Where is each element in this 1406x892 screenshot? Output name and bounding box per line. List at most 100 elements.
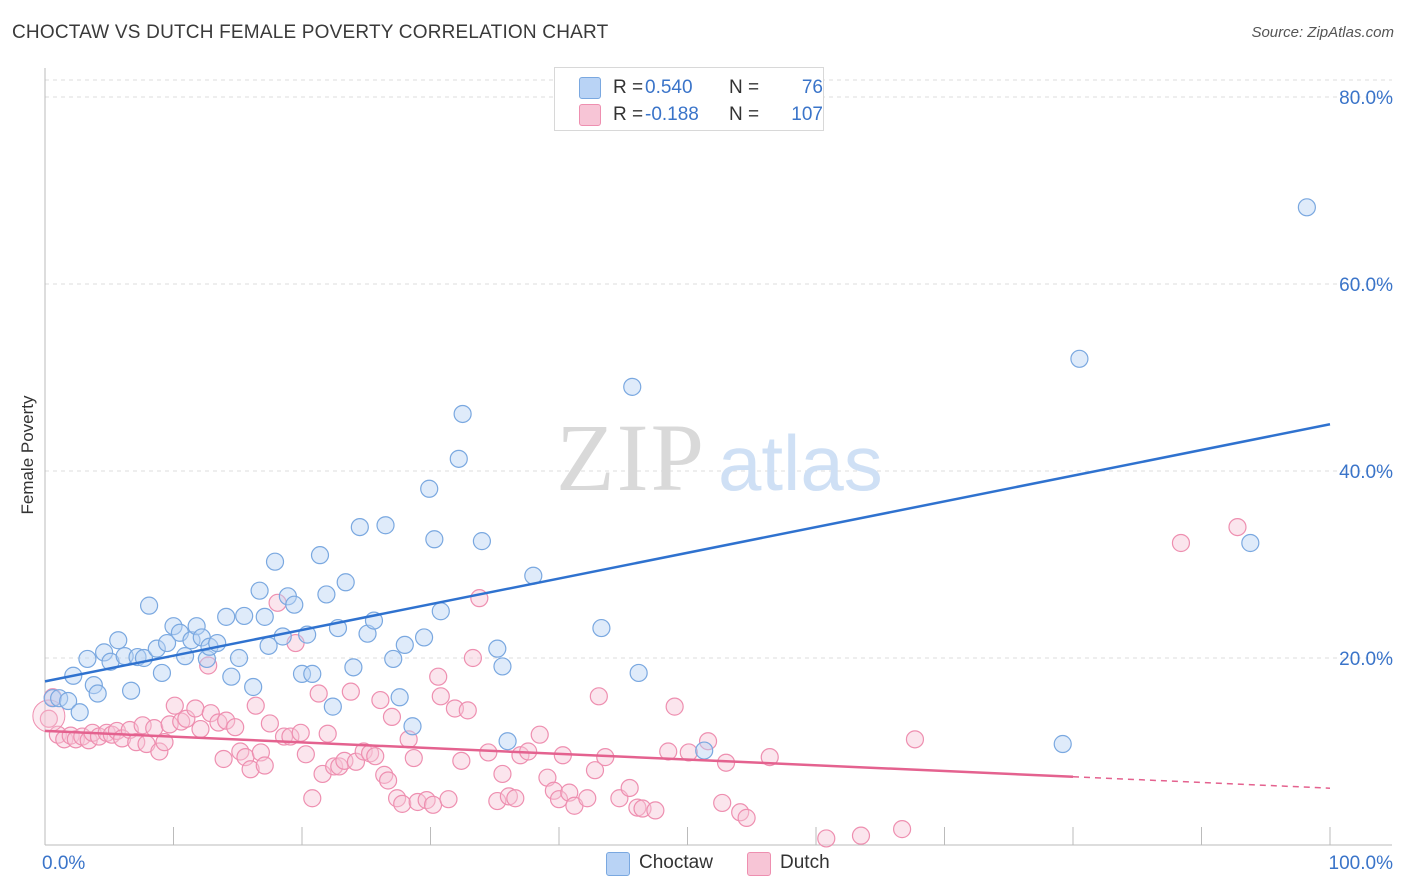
choctaw-point xyxy=(592,618,611,638)
choctaw-point xyxy=(139,596,159,615)
choctaw-point xyxy=(182,631,201,650)
y-tick-label: 40.0% xyxy=(1339,462,1393,483)
legend-n-label: N = xyxy=(729,77,760,98)
dutch-point xyxy=(246,696,265,715)
choctaw-point xyxy=(1241,533,1260,553)
dutch-point xyxy=(628,798,647,817)
bottom-legend-swatch-dutch xyxy=(747,852,771,876)
choctaw-point xyxy=(303,664,322,683)
choctaw-point xyxy=(84,676,103,695)
dutch-point xyxy=(439,790,458,809)
dutch-point xyxy=(620,778,639,798)
dutch-point xyxy=(378,771,398,790)
dutch-point xyxy=(506,789,525,808)
choctaw-point xyxy=(187,617,206,636)
dutch-point xyxy=(659,742,678,761)
dutch-point xyxy=(346,752,366,771)
choctaw-point xyxy=(152,663,172,683)
dutch-point xyxy=(452,751,471,770)
dutch-point xyxy=(231,742,250,761)
choctaw-point xyxy=(244,677,263,697)
choctaw-point xyxy=(431,602,450,621)
dutch-point xyxy=(817,829,836,848)
dutch-point xyxy=(1171,533,1191,553)
choctaw-point xyxy=(164,617,183,636)
choctaw-point xyxy=(1297,198,1316,217)
choctaw-point xyxy=(147,639,166,658)
dutch-point xyxy=(892,820,912,839)
y-tick-label: 80.0% xyxy=(1339,88,1393,109)
dutch-point xyxy=(199,656,218,675)
bottom-legend-label-dutch: Dutch xyxy=(780,852,830,873)
dutch-point xyxy=(145,719,164,738)
choctaw-point xyxy=(336,573,355,592)
choctaw-point xyxy=(344,658,363,677)
choctaw-point xyxy=(317,585,336,604)
dutch-point xyxy=(291,723,310,742)
dutch-point xyxy=(578,789,597,808)
choctaw-trend-line xyxy=(44,423,1331,683)
watermark-atlas: atlas xyxy=(718,419,883,507)
choctaw-point xyxy=(488,639,507,658)
bottom-legend-swatch-choctaw xyxy=(606,852,630,876)
dutch-point xyxy=(479,743,498,762)
dutch-point xyxy=(172,712,191,731)
dutch-point xyxy=(341,682,360,701)
dutch-point xyxy=(665,697,684,716)
choctaw-point xyxy=(285,595,304,614)
choctaw-point xyxy=(449,449,468,468)
choctaw-point xyxy=(121,681,141,700)
dutch-point xyxy=(255,756,274,775)
legend-r-label: R = xyxy=(613,104,644,125)
legend-n-label: N = xyxy=(729,104,760,125)
dutch-point xyxy=(241,760,260,779)
dutch-point xyxy=(493,764,512,784)
choctaw-point xyxy=(157,633,177,653)
tick-labels: 20.0% 40.0% 60.0% 80.0% 0.0% 100.0% xyxy=(42,88,1393,874)
dutch-point xyxy=(589,687,608,706)
dutch-point xyxy=(404,748,423,768)
gridlines xyxy=(45,79,1392,659)
dutch-point xyxy=(296,745,315,764)
dutch-point xyxy=(549,790,569,809)
choctaw-point xyxy=(323,697,342,716)
choctaw-point xyxy=(350,517,369,537)
dutch-point xyxy=(186,699,205,718)
choctaw-point xyxy=(425,530,444,549)
dutch-trend-line xyxy=(44,729,1074,778)
watermark-zip: ZIP xyxy=(556,404,706,511)
x-tick-label-min: 0.0% xyxy=(42,853,85,874)
choctaw-point xyxy=(403,717,422,736)
legend: R = 0.540 N = 76 R = -0.188 N = 107 xyxy=(554,67,824,131)
dutch-point xyxy=(325,757,344,776)
choctaw-point xyxy=(59,691,78,711)
dutch-point xyxy=(393,794,412,813)
dutch-point xyxy=(530,725,549,744)
dutch-point xyxy=(303,789,322,808)
dutch-point xyxy=(760,748,779,767)
choctaw-point xyxy=(629,663,648,683)
legend-n-value: 107 xyxy=(791,104,823,125)
choctaw-point xyxy=(472,532,491,551)
dutch-point xyxy=(423,795,443,814)
choctaw-point xyxy=(273,627,292,646)
legend-r-value: -0.188 xyxy=(645,104,699,125)
dutch-point xyxy=(330,757,349,776)
dutch-trend-extension xyxy=(1072,775,1331,789)
legend-r-value: 0.540 xyxy=(645,77,693,98)
choctaw-point xyxy=(453,404,472,424)
choctaw-point xyxy=(235,606,254,626)
choctaw-point xyxy=(1053,734,1072,754)
dutch-point xyxy=(155,733,174,752)
choctaw-point xyxy=(420,479,439,498)
dutch-point xyxy=(499,787,518,806)
dutch-point xyxy=(150,742,169,761)
dutch-point xyxy=(177,709,196,728)
choctaw-point xyxy=(109,631,128,650)
legend-r-label: R = xyxy=(613,77,644,98)
dutch-point xyxy=(39,709,58,728)
chart-title: CHOCTAW VS DUTCH FEMALE POVERTY CORRELAT… xyxy=(12,22,609,43)
dutch-point xyxy=(463,648,483,668)
dutch-points xyxy=(32,517,1247,848)
